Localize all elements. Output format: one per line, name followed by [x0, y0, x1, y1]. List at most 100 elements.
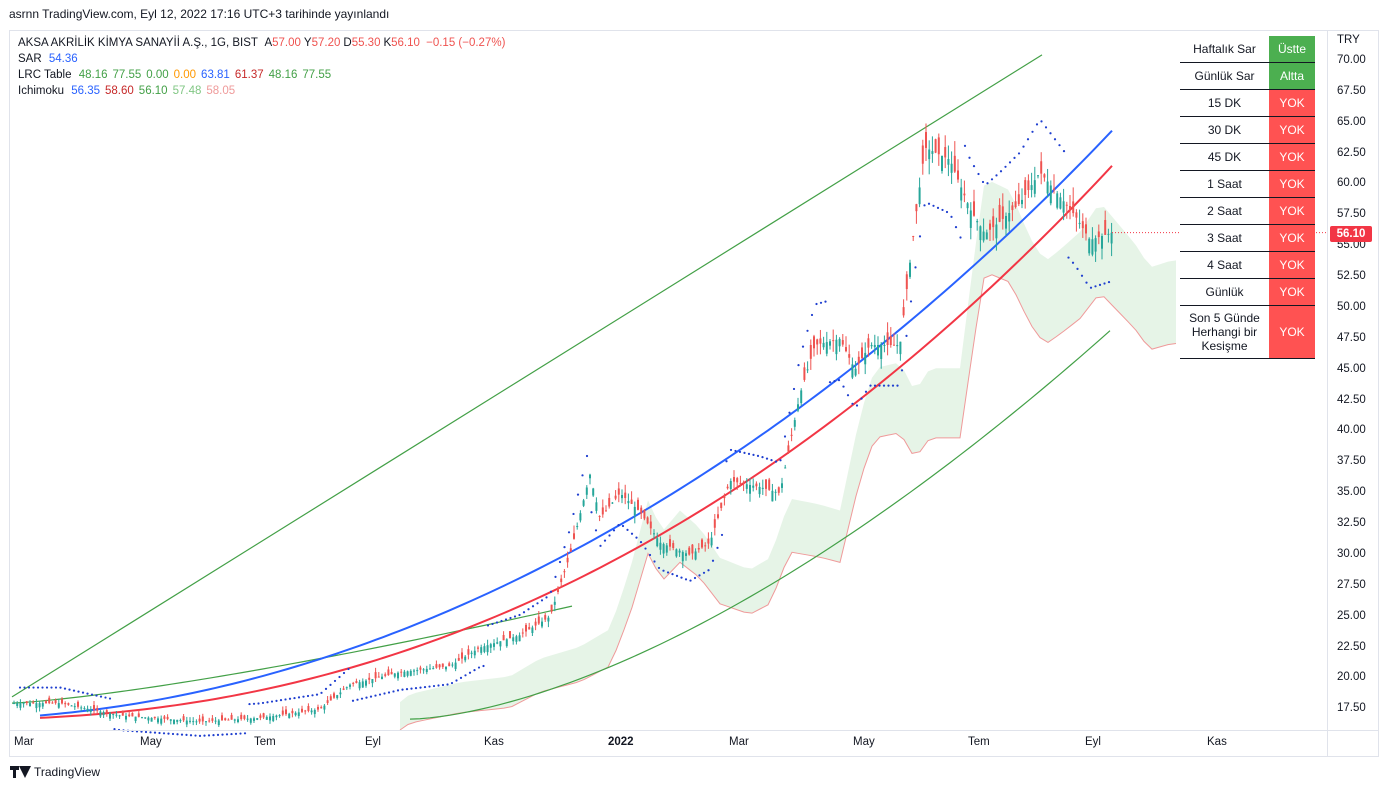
candle-body [502, 634, 505, 641]
sar-dot [837, 379, 841, 382]
candle-body [960, 187, 963, 201]
candle-body [1059, 197, 1062, 209]
status-row-value: YOK [1269, 224, 1315, 252]
ohlc-value-K: 56.10 [391, 37, 420, 49]
lrc-value-6: 48.16 [268, 69, 298, 81]
status-row-label: Son 5 Günde Herhangi bir Kesişme [1180, 305, 1269, 359]
sar-dot [770, 459, 773, 462]
sar-dot [1067, 256, 1070, 259]
candle-body [1072, 201, 1075, 214]
sar-dot [401, 688, 404, 691]
candle-body [886, 332, 889, 346]
sar-dot [689, 579, 692, 582]
price-tick-label: 22.50 [1337, 640, 1366, 653]
candle-body [278, 715, 281, 717]
lrc-lower-line [409, 330, 1111, 720]
sar-dot [1017, 152, 1021, 155]
candle-body [118, 715, 121, 717]
candle-body [950, 163, 953, 173]
legend-lrc-row[interactable]: LRC Table 48.16 77.55 0.00 0.00 63.81 61.37 48… [18, 67, 510, 83]
candle-body [272, 716, 275, 721]
candle-body [496, 642, 499, 644]
sar-dot [230, 732, 233, 736]
sar-dot [896, 384, 899, 387]
sar-dot [329, 683, 332, 686]
candle-body [70, 705, 73, 707]
ohlc-value-Y: 57.20 [311, 37, 341, 49]
legend-sar-row[interactable]: SAR 54.36 [18, 51, 510, 67]
candle-body [233, 719, 236, 721]
candle-body [1033, 180, 1036, 194]
candle-body [755, 483, 758, 487]
sar-dot [563, 546, 566, 549]
sar-dot [1058, 144, 1061, 147]
candle-body [1053, 188, 1055, 190]
sar-dot [23, 686, 26, 689]
candle-body [173, 719, 175, 724]
candle-body [854, 368, 857, 376]
sar-dot [252, 702, 256, 705]
candle-body [429, 668, 431, 670]
sar-dot [194, 734, 197, 737]
candle-body [656, 538, 659, 547]
sar-dot [977, 172, 980, 176]
candle-body [150, 717, 153, 722]
candle-body [237, 719, 239, 723]
candle-body [736, 478, 739, 483]
candle-body [365, 680, 367, 686]
sar-dot [855, 404, 859, 407]
sar-dot [446, 683, 449, 686]
candle-body [112, 714, 115, 716]
status-row: 3 Saat YOK [1180, 224, 1315, 252]
sar-dot [1044, 126, 1048, 129]
candle-body [697, 547, 700, 550]
candle-body [992, 216, 995, 228]
sar-dot [1049, 132, 1052, 135]
sar-dot [1062, 150, 1066, 153]
time-tick-label: 2022 [608, 736, 634, 748]
symbol-title[interactable]: AKSA AKRİLİK KİMYA SANAYİİ A.Ş., 1G, BIS… [18, 37, 258, 49]
candle-body [873, 345, 876, 348]
sar-dot [270, 700, 274, 703]
sar-dot [212, 734, 215, 737]
candle-body [297, 712, 300, 716]
candle-body [912, 235, 915, 237]
sar-dot [806, 329, 809, 332]
sar-dot [468, 671, 472, 674]
candle-body [256, 718, 259, 720]
sar-dot [797, 364, 800, 367]
sar-dot [1085, 281, 1088, 284]
sar-dot [482, 664, 485, 668]
time-tick-label: May [140, 736, 162, 748]
candle-body [86, 708, 89, 712]
candle-body [915, 204, 918, 212]
candle-body [582, 500, 585, 506]
candle-body [480, 647, 483, 653]
sar-dot [833, 380, 836, 383]
tradingview-footer[interactable]: TradingView [10, 765, 100, 779]
candle-body [160, 718, 163, 724]
time-tick-label: Tem [254, 736, 276, 748]
candle-body [83, 708, 86, 710]
legend-ichimoku-row[interactable]: Ichimoku 56.35 58.60 56.10 57.48 58.05 [18, 83, 510, 99]
candle-body [662, 544, 665, 554]
candle-body [189, 720, 191, 722]
sar-dot [221, 733, 224, 736]
chart-frame[interactable] [9, 30, 1379, 757]
status-row-value: YOK [1269, 251, 1315, 279]
candle-body [221, 715, 223, 721]
candle-body [208, 720, 211, 722]
candle-body [624, 492, 627, 498]
candle-body [893, 344, 895, 346]
candle-body [457, 657, 460, 661]
candle-body [928, 149, 931, 160]
lrc-label: LRC Table [18, 69, 72, 81]
candle-body [870, 345, 873, 347]
candle-body [1040, 161, 1043, 174]
sar-dot [608, 534, 611, 537]
sar-dot [1013, 156, 1016, 159]
sar-dot [959, 236, 962, 239]
candle-body [125, 715, 127, 720]
published-text: asrnn TradingView.com, Eyl 12, 2022 17:1… [9, 7, 390, 21]
